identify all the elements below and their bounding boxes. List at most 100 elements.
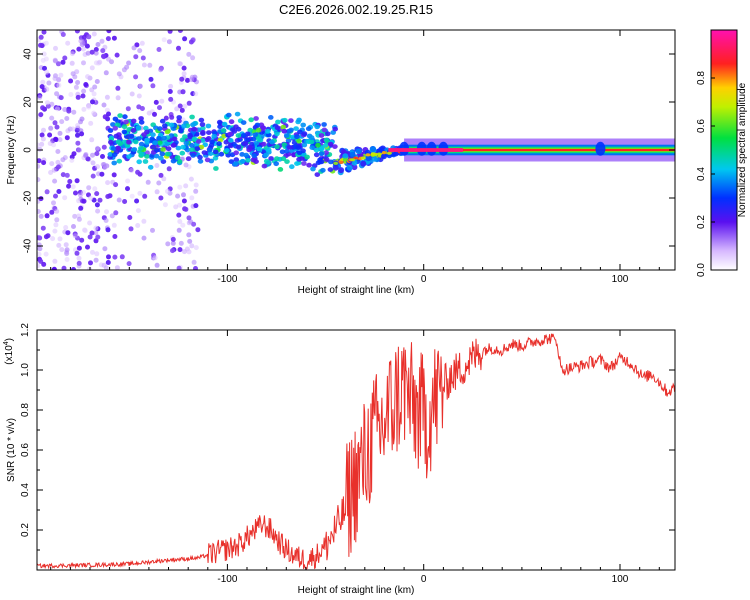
spectrogram-cell-783 <box>126 127 132 132</box>
spectrogram-cell-395 <box>43 234 49 240</box>
spectrogram-cell-140 <box>179 107 185 113</box>
spectrogram-cell-307 <box>183 206 189 212</box>
spectrogram-cell-1367 <box>370 152 376 156</box>
spectrogram-cell-1144 <box>208 142 215 148</box>
spectrogram-cell-735 <box>293 126 299 131</box>
spectrogram-cell-301 <box>81 46 86 52</box>
spectrogram-cell-1381 <box>381 151 387 155</box>
spectrogram-cell-120 <box>105 260 111 265</box>
spectrogram-cell-1165 <box>296 138 302 144</box>
spectrogram-cell-313 <box>64 135 70 141</box>
spectrogram-cell-725 <box>301 161 307 166</box>
spectrogram-cell-44 <box>91 31 97 37</box>
spectrogram-cell-291 <box>85 50 91 56</box>
spectrogram-cell-1157 <box>323 157 330 163</box>
spectrogram-cell-292 <box>39 141 45 147</box>
spectrogram-cell-1 <box>62 55 68 61</box>
spectrogram-cell-159 <box>60 32 66 37</box>
spectrogram-cell-935 <box>178 128 184 134</box>
spectrogram-cell-1022 <box>217 137 224 143</box>
spectrogram-cell-654 <box>288 118 294 123</box>
spectrogram-cell-1118 <box>138 145 144 151</box>
spectrogram-cell-263 <box>135 208 141 214</box>
spectrogram-cell-379 <box>78 119 83 125</box>
spectrogram-cell-366 <box>75 94 81 100</box>
snr-y-label: SNR (10 * v/v) <box>6 418 17 482</box>
spectrogram-cell-1090 <box>227 131 233 137</box>
spectrogram-cell-151 <box>62 107 68 112</box>
spectrogram-cell-420 <box>131 45 137 51</box>
snr-y-tick-label: 0.6 <box>20 443 31 457</box>
spectrogram-cell-1398 <box>360 160 367 167</box>
spectrogram-cell-1162 <box>319 146 325 152</box>
spectrogram-cell-716 <box>284 159 290 165</box>
spectrogram-cell-896 <box>321 127 328 133</box>
spectrogram-cell-1397 <box>365 153 371 157</box>
snr-multiplier-prefix: (x10 <box>4 345 15 365</box>
spectrogram-cell-1148 <box>164 129 171 135</box>
spectrogram-cell-370 <box>167 30 173 34</box>
spectrogram-cell-428 <box>37 235 41 241</box>
spectrogram-cell-500 <box>76 260 82 266</box>
spectrogram-cell-433 <box>152 111 157 117</box>
spec-y-tick-label: -20 <box>23 190 34 205</box>
spectrogram-cell-477 <box>177 61 183 67</box>
spectrogram-cell-794 <box>130 118 137 124</box>
spectrogram-cell-269 <box>129 91 135 97</box>
spectrogram-cell-751 <box>212 155 219 161</box>
spectrogram-cell-397 <box>95 234 101 240</box>
spectrogram-cell-1025 <box>323 143 329 148</box>
spectrogram-cell-542 <box>147 164 154 170</box>
spectrogram-cell-453 <box>193 91 199 97</box>
spectrogram-cell-375 <box>37 263 41 269</box>
spectrogram-cell-1006 <box>171 136 178 142</box>
spec-y-tick-label: 40 <box>23 48 34 60</box>
colorbar-tick-label: 0.4 <box>696 167 707 181</box>
spectrogram-cell-1380 <box>381 153 387 160</box>
spectrogram-cell-262 <box>129 168 134 173</box>
spectrogram-cell-351 <box>168 96 174 102</box>
spectrogram-cell-1062 <box>163 141 170 147</box>
spectrogram-cell-1099 <box>191 126 197 132</box>
spectrogram-cell-909 <box>314 124 321 130</box>
spectrogram-cell-930 <box>116 158 123 164</box>
spectrogram-cell-1153 <box>150 144 157 150</box>
spectrogram-cell-382 <box>91 110 97 116</box>
spectrogram-cell-102 <box>44 213 50 219</box>
spectrogram-cell-513 <box>75 123 81 128</box>
spectrogram-cell-677 <box>328 159 334 165</box>
spectrogram-cell-1047 <box>212 149 219 155</box>
spectrogram-cell-922 <box>253 116 259 121</box>
spectrogram-cell-1399 <box>360 156 366 160</box>
spectrogram-cell-1061 <box>138 119 145 125</box>
spectrogram-cell-485 <box>54 91 60 97</box>
spectrogram-cell-1104 <box>320 167 326 173</box>
spectrogram-cell-326 <box>42 65 47 71</box>
spectrogram-cell-266 <box>183 162 189 168</box>
spectrogram-cell-1166 <box>248 117 254 123</box>
spectrogram-cell-175 <box>38 34 44 40</box>
spectrogram-cell-875 <box>274 156 280 162</box>
spectrogram-cell-913 <box>235 133 242 138</box>
spectrogram-cell-314 <box>158 172 164 178</box>
spectrogram-cell-1057 <box>180 144 186 150</box>
spectrogram-cell-726 <box>142 159 149 164</box>
spectrogram-cell-1147 <box>233 161 239 167</box>
spectrogram-cell-385 <box>90 173 96 179</box>
spectrogram-cell-491 <box>106 30 112 34</box>
spectrogram-cell-260 <box>137 48 143 54</box>
spectrogram-cell-281 <box>106 111 111 117</box>
spectrogram-cell-129 <box>46 80 52 86</box>
spectrogram-cell-517 <box>158 67 164 73</box>
spectrogram-cell-231 <box>180 89 186 95</box>
spectrogram-cell-211 <box>97 197 103 203</box>
snr-x-tick-label: 0 <box>421 574 427 585</box>
spectrogram-cell-975 <box>141 132 147 138</box>
spectrogram-cell-411 <box>81 198 87 204</box>
spectrogram-cell-474 <box>169 114 175 120</box>
spectrogram-cell-143 <box>66 183 72 189</box>
spectrogram-cell-465 <box>150 83 156 89</box>
spectrogram-cell-1042 <box>213 166 219 171</box>
spectrogram-cell-992 <box>207 151 214 157</box>
spectrogram-cell-1137 <box>121 124 128 130</box>
